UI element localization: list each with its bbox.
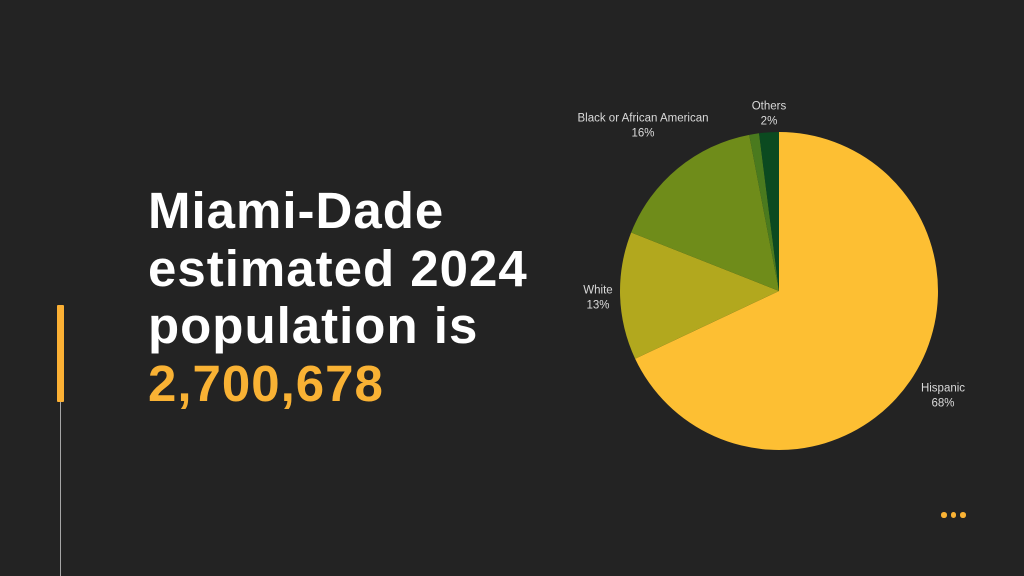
dot-icon — [950, 512, 956, 518]
accent-bar — [57, 305, 64, 402]
pie-label-percent: 68% — [931, 397, 955, 409]
pie-slice-hispanic — [635, 132, 938, 450]
headline: Miami-Dade estimated 2024 population is … — [148, 182, 528, 412]
pie-label-text: White — [583, 284, 613, 297]
dot-icon — [941, 512, 947, 518]
pie-label-others: Others 2% — [752, 100, 787, 129]
pie-label-white: White 13% — [583, 284, 612, 313]
headline-line-2: estimated 2024 — [148, 239, 528, 297]
pie-label-text: Black or African American — [577, 112, 709, 125]
pie-label-percent: 2% — [760, 115, 778, 127]
ellipsis-decoration — [941, 512, 966, 518]
pie-slice-white — [620, 232, 779, 359]
dot-icon — [960, 512, 966, 518]
pie-label-black-or-african-american: Black or African American 16% — [577, 112, 708, 141]
vertical-line — [60, 402, 61, 576]
headline-line-1: Miami-Dade — [148, 182, 445, 239]
headline-line-3: population is — [148, 297, 479, 354]
pie-label-hispanic: Hispanic 68% — [921, 382, 965, 411]
population-number: 2,700,678 — [148, 354, 384, 412]
pie-slice-others — [759, 132, 779, 291]
pie-slice-black-or-african-american — [631, 134, 779, 291]
pie-label-text: Hispanic — [920, 382, 966, 395]
pie-slice-unlabeled — [749, 133, 779, 291]
pie-label-text: Others — [751, 100, 787, 113]
pie-label-percent: 16% — [631, 127, 655, 139]
pie-label-percent: 13% — [586, 299, 610, 311]
